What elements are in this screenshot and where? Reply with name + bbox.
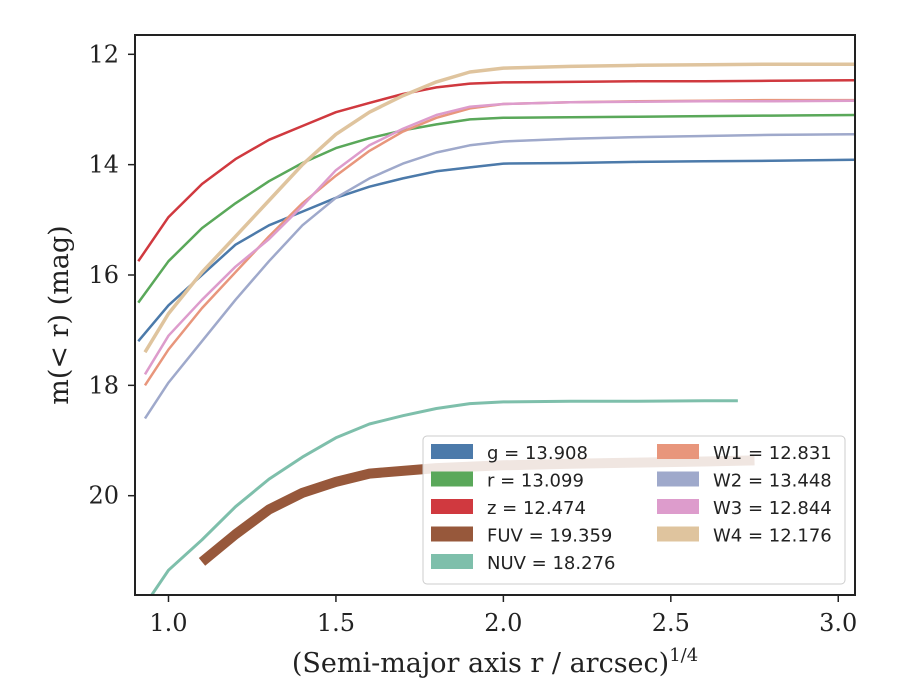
y-tick-label: 16 — [88, 261, 119, 289]
legend-label: W4 = 12.176 — [713, 526, 832, 547]
x-tick-label: 1.0 — [149, 609, 187, 637]
legend-label: W2 = 13.448 — [713, 471, 832, 492]
series-g-line — [137, 158, 855, 343]
legend-box — [422, 435, 846, 585]
series-g-model-line — [137, 158, 855, 342]
legend-label: NUV = 18.276 — [487, 553, 615, 574]
x-axis-title-text: (Semi-major axis r / arcsec) — [292, 648, 669, 679]
series-w2-model-line — [144, 133, 855, 419]
legend-swatch — [431, 471, 473, 487]
legend-swatch — [657, 526, 699, 542]
legend-swatch — [431, 526, 473, 542]
legend-label: g = 13.908 — [487, 443, 588, 464]
y-tick-label: 12 — [88, 40, 119, 68]
y-axis-title: m(< r) (mag) — [44, 225, 75, 404]
legend-swatch — [657, 471, 699, 487]
series-z-line — [137, 78, 855, 262]
x-axis-title-power: 1/4 — [669, 645, 698, 666]
legend-label: W1 = 12.831 — [713, 443, 832, 464]
series-layer — [137, 62, 855, 595]
series-w3-line — [143, 99, 855, 375]
x-axis-title: (Semi-major axis r / arcsec)1/4 — [292, 645, 698, 679]
series-z-model-line — [137, 79, 855, 262]
x-tick-label: 3.0 — [819, 609, 857, 637]
legend-swatch — [657, 444, 699, 459]
legend-swatch — [431, 499, 473, 514]
legend-label: r = 13.099 — [487, 471, 584, 492]
series-w2-line — [143, 133, 855, 420]
legend-swatch — [431, 554, 473, 569]
series-nuv-line — [150, 399, 738, 595]
legend: g = 13.908 r = 13.099 z = 12.474 FUV = 19.3… — [422, 435, 846, 585]
y-tick-label: 18 — [88, 371, 119, 399]
series-w4-line — [143, 62, 855, 354]
legend-label: W3 = 12.844 — [713, 498, 832, 519]
series-w4-model-line — [144, 63, 855, 353]
y-tick-label: 20 — [88, 482, 119, 510]
legend-swatch — [657, 499, 699, 514]
y-tick-label: 14 — [88, 151, 119, 179]
x-tick-label: 2.5 — [652, 609, 690, 637]
tick-layer: 1.0 1.5 2.0 2.5 3.0 12 14 16 18 20 — [88, 40, 857, 637]
legend-label: FUV = 19.359 — [487, 526, 612, 547]
legend-label: z = 12.474 — [487, 498, 586, 519]
legend-items: g = 13.908 r = 13.099 z = 12.474 FUV = 19.3… — [431, 443, 832, 574]
plot-frame — [134, 34, 856, 596]
x-tick-label: 2.0 — [484, 609, 522, 637]
x-tick-label: 1.5 — [317, 609, 355, 637]
legend-swatch — [431, 444, 473, 459]
